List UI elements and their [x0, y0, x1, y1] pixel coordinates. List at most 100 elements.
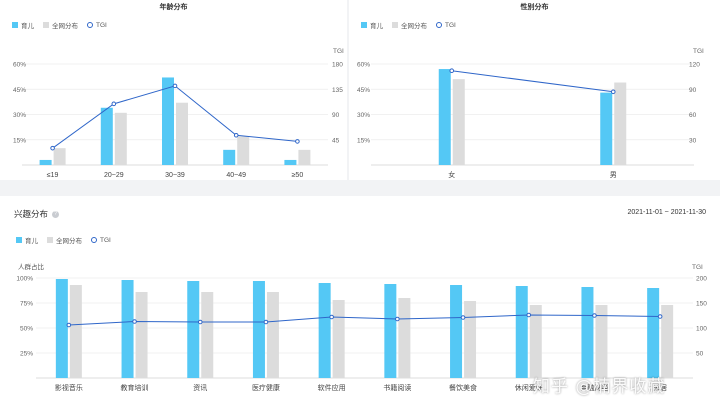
x-tick-label: 女 [448, 170, 455, 179]
gender-panel-title: 性别分布 [520, 4, 549, 11]
bar-series-a[interactable] [162, 77, 174, 165]
legend-item-a[interactable]: 育儿 [16, 235, 38, 245]
legend-label: TGI [100, 236, 111, 244]
bar-series-b[interactable] [53, 148, 66, 165]
y-tick-label-right: 120 [689, 62, 700, 69]
tgi-point[interactable] [460, 315, 466, 320]
bar-series-a[interactable] [384, 284, 397, 378]
bar-series-a[interactable] [515, 286, 528, 378]
bar-series-a[interactable] [438, 69, 451, 165]
legend-item-tgi[interactable]: TGI [91, 237, 111, 244]
right-axis-label: TGI [693, 48, 704, 55]
y-tick-label-right: 150 [696, 301, 707, 308]
bar-series-b[interactable] [464, 301, 477, 378]
y-tick-label-right: 135 [332, 87, 343, 94]
y-tick-label-right: 50 [696, 351, 704, 358]
legend-item-a[interactable]: 育儿 [361, 20, 383, 30]
x-tick-label: 金融财经 [580, 383, 608, 392]
x-tick-label: 家居 [653, 383, 667, 392]
bar-series-a[interactable] [187, 281, 200, 378]
tgi-point[interactable] [233, 132, 239, 138]
bar-series-b[interactable] [452, 79, 465, 165]
tgi-point[interactable] [132, 319, 137, 324]
bar-series-b[interactable] [661, 305, 674, 378]
tgi-point[interactable] [395, 316, 400, 322]
bar-series-b[interactable] [595, 305, 608, 378]
legend-item-b[interactable]: 全网分布 [43, 20, 78, 30]
bar-series-a[interactable] [223, 149, 236, 165]
circle-icon [87, 22, 93, 28]
interest-legend: 育儿 全网分布 TGI [16, 235, 120, 245]
tgi-point[interactable] [50, 145, 55, 151]
bar-series-b[interactable] [398, 298, 411, 378]
legend-item-tgi[interactable]: TGI [436, 22, 456, 29]
bar-series-a[interactable] [318, 283, 331, 378]
x-tick-label: 教育培训 [121, 383, 149, 392]
x-tick-label: 医疗健康 [252, 383, 280, 392]
y-tick-label-left: 15% [357, 137, 370, 144]
tgi-point[interactable] [263, 319, 269, 325]
bar-series-b[interactable] [298, 149, 311, 165]
swatch-icon [43, 22, 49, 28]
bar-series-a[interactable] [39, 159, 52, 165]
y-tick-label-left: 25% [20, 351, 33, 358]
tgi-point[interactable] [111, 101, 117, 107]
y-tick-label-left: 50% [20, 326, 33, 333]
tgi-point[interactable] [657, 314, 663, 319]
bar-series-b[interactable] [266, 292, 279, 378]
tgi-line [68, 314, 661, 326]
y-tick-label-left: 30% [13, 112, 26, 119]
y-tick-label-left: 30% [357, 112, 370, 119]
x-tick-label: ≤19 [47, 172, 59, 179]
bar-series-a[interactable] [252, 281, 265, 378]
bar-series-a[interactable] [581, 287, 594, 378]
tgi-point[interactable] [329, 314, 334, 320]
tgi-line [52, 85, 298, 149]
bar-series-a[interactable] [600, 92, 613, 165]
tgi-point[interactable] [610, 89, 616, 95]
y-tick-label-left: 100% [16, 276, 33, 283]
tgi-point[interactable] [172, 83, 178, 89]
bar-series-a[interactable] [284, 159, 297, 165]
age-distribution-panel: 年龄分布 育儿 全网分布 TGI 15% 30% 45% 60% 45 90 135 180 T… [0, 0, 347, 180]
bar-series-b[interactable] [114, 112, 127, 165]
help-icon[interactable]: ? [52, 210, 60, 218]
bar-series-b[interactable] [237, 136, 250, 165]
tgi-point[interactable] [66, 322, 72, 328]
y-tick-label-right: 45 [332, 137, 340, 144]
x-tick-label: ≥50 [292, 172, 304, 179]
tgi-point[interactable] [449, 68, 455, 74]
legend-item-b[interactable]: 全网分布 [47, 235, 82, 245]
bar-series-b[interactable] [529, 305, 542, 378]
bar-series-b[interactable] [614, 82, 627, 165]
circle-icon [436, 22, 442, 28]
tgi-point[interactable] [197, 319, 203, 325]
legend-item-tgi[interactable]: TGI [87, 22, 107, 29]
legend-item-b[interactable]: 全网分布 [392, 20, 427, 30]
x-tick-label: 餐饮美食 [449, 383, 477, 392]
legend-label: 全网分布 [56, 238, 82, 245]
bar-series-a[interactable] [647, 288, 660, 378]
bar-series-b[interactable] [135, 292, 148, 378]
bar-series-b[interactable] [176, 102, 188, 165]
bar-series-b[interactable] [69, 285, 82, 378]
interest-section-title: 兴趣分布 ? [14, 208, 60, 220]
tgi-point[interactable] [526, 312, 532, 318]
legend-item-a[interactable]: 育儿 [12, 20, 34, 30]
left-axis-label: 人群占比 [18, 262, 45, 271]
swatch-icon [12, 22, 18, 28]
bar-series-b[interactable] [201, 292, 214, 378]
tgi-point[interactable] [295, 139, 300, 144]
bar-series-a[interactable] [450, 285, 463, 378]
legend-label: 育儿 [25, 238, 38, 245]
age-panel-title: 年龄分布 [159, 4, 188, 11]
bar-series-b[interactable] [332, 300, 345, 378]
bar-series-a[interactable] [100, 107, 113, 165]
bar-series-a[interactable] [55, 279, 68, 378]
x-tick-label: 40~49 [226, 172, 246, 179]
watermark: 知乎 @楠界收藏 [533, 377, 666, 397]
bar-series-a[interactable] [121, 280, 134, 378]
legend-label: 全网分布 [52, 23, 78, 30]
tgi-point[interactable] [592, 313, 597, 318]
